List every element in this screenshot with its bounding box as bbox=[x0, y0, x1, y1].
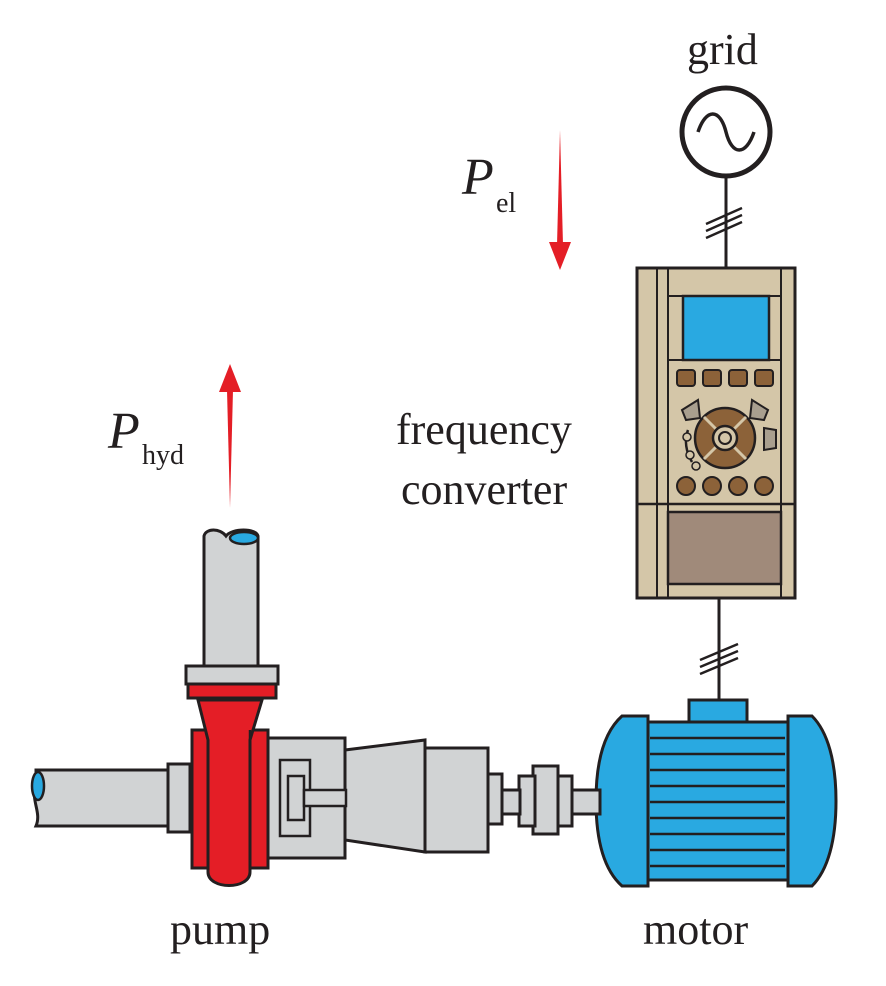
converter-button bbox=[728, 476, 748, 496]
frequency-converter-label-line2: converter bbox=[401, 465, 568, 514]
converter-display bbox=[681, 294, 771, 362]
grid-source bbox=[679, 85, 773, 179]
arrow-up-icon bbox=[219, 364, 241, 392]
p-hyd-symbol: P bbox=[108, 403, 140, 460]
grid-label: grid bbox=[687, 25, 758, 74]
motor-shaft bbox=[568, 788, 602, 816]
p-hyd-subscript: hyd bbox=[142, 440, 184, 471]
converter-lower-panel bbox=[666, 510, 783, 586]
arrow-down-icon bbox=[549, 242, 571, 270]
water-outlet-icon bbox=[228, 530, 260, 546]
pump bbox=[30, 528, 504, 887]
sine-wave-icon bbox=[696, 112, 756, 152]
converter-button bbox=[702, 369, 722, 387]
three-phase-mark-icon bbox=[705, 206, 743, 226]
coupling bbox=[531, 764, 560, 836]
motor-end-cap-left bbox=[594, 714, 650, 888]
discharge-pipe bbox=[202, 528, 260, 668]
shaft-coupling bbox=[498, 764, 602, 836]
three-phase-mark-icon bbox=[699, 642, 739, 662]
converter-button bbox=[676, 476, 696, 496]
water-inlet-icon bbox=[30, 770, 46, 802]
motor bbox=[594, 698, 838, 888]
motor-end-cap-right bbox=[786, 714, 838, 888]
frequency-converter-label-line1: frequency bbox=[396, 405, 572, 454]
pump-label: pump bbox=[170, 905, 271, 954]
motor-label: motor bbox=[643, 905, 749, 954]
converter-button bbox=[754, 369, 774, 387]
suction-pipe bbox=[32, 768, 170, 828]
converter-button bbox=[754, 476, 774, 496]
frequency-converter bbox=[635, 266, 797, 600]
p-el-arrow bbox=[549, 130, 571, 270]
motor-cable bbox=[699, 598, 739, 700]
converter-button bbox=[676, 369, 696, 387]
converter-button bbox=[728, 369, 748, 387]
grid-cable bbox=[705, 176, 743, 268]
p-el-subscript: el bbox=[496, 188, 517, 219]
converter-button bbox=[702, 476, 722, 496]
motor-terminal-box bbox=[687, 698, 749, 724]
pump-bearing-housing bbox=[343, 738, 427, 854]
p-hyd-arrow bbox=[219, 364, 241, 508]
p-el-symbol: P bbox=[462, 149, 494, 206]
